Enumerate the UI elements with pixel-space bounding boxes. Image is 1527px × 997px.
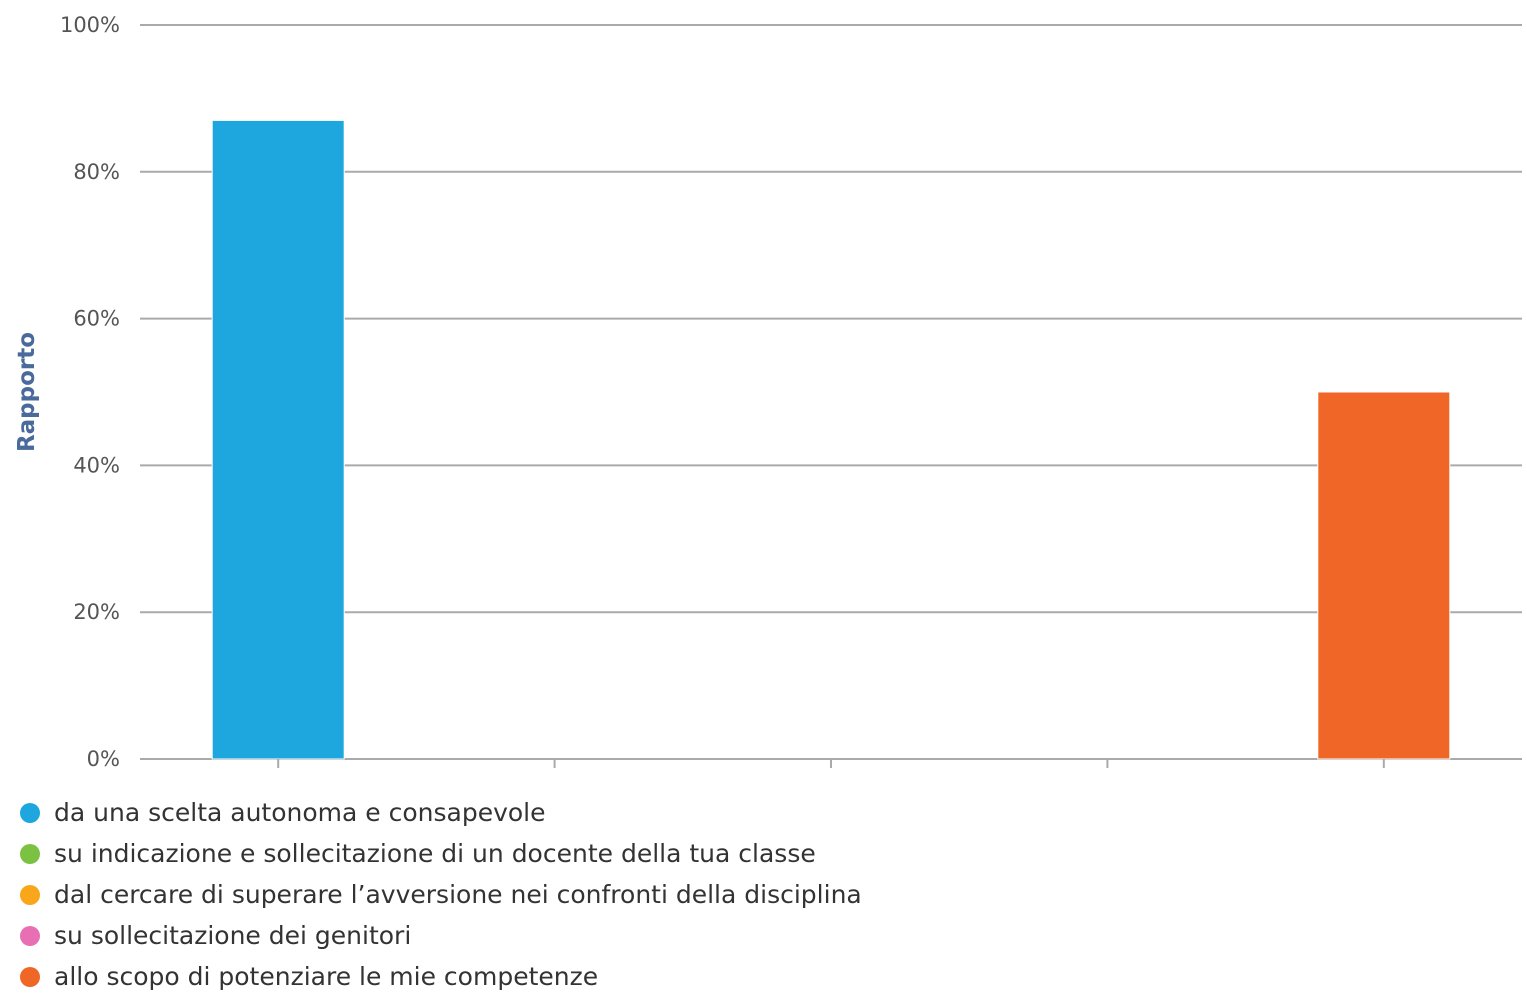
- legend-marker: [20, 884, 40, 905]
- gridlines: [140, 24, 1522, 760]
- legend-marker: [20, 925, 40, 946]
- y-axis-ticks: 0% 20% 40% 60% 80% 100%: [60, 13, 120, 771]
- bar: [1317, 391, 1451, 760]
- legend-marker: [20, 966, 40, 987]
- legend-label: su indicazione e sollecitazione di un do…: [54, 839, 816, 868]
- legend-item[interactable]: da una scelta autonoma e consapevole: [20, 792, 862, 833]
- y-tick-label: 0%: [87, 747, 120, 771]
- legend-marker: [20, 843, 40, 864]
- y-tick-label: 80%: [73, 160, 120, 184]
- legend-item[interactable]: dal cercare di superare l’avversione nei…: [20, 874, 862, 915]
- y-axis-title: Rapporto: [14, 332, 40, 452]
- legend-label: su sollecitazione dei genitori: [54, 921, 412, 950]
- y-tick-label: 60%: [73, 307, 120, 331]
- y-tick-label: 40%: [73, 453, 120, 477]
- legend-item[interactable]: allo scopo di potenziare le mie competen…: [20, 956, 862, 997]
- legend-item[interactable]: su sollecitazione dei genitori: [20, 915, 862, 956]
- legend-label: dal cercare di superare l’avversione nei…: [54, 880, 862, 909]
- legend-marker: [20, 802, 40, 823]
- y-tick-label: 100%: [60, 13, 120, 37]
- y-tick-label: 20%: [73, 600, 120, 624]
- bar-chart: 0% 20% 40% 60% 80% 100% Rapporto: [14, 13, 1522, 771]
- bars: [211, 119, 1451, 760]
- legend-label: allo scopo di potenziare le mie competen…: [54, 962, 599, 991]
- legend-item[interactable]: su indicazione e sollecitazione di un do…: [20, 833, 862, 874]
- legend-label: da una scelta autonoma e consapevole: [54, 798, 546, 827]
- bar: [211, 119, 345, 760]
- legend: da una scelta autonoma e consapevole su i…: [20, 792, 862, 997]
- x-axis-ticks: [277, 759, 1385, 768]
